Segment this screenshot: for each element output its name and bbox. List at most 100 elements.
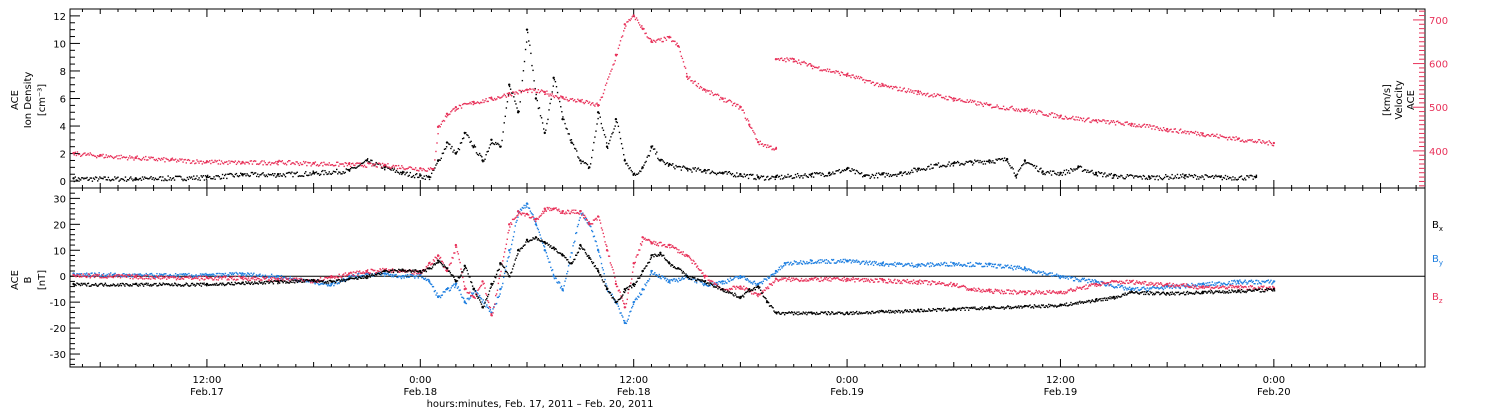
density-dot	[523, 60, 526, 63]
density-dot	[137, 179, 139, 181]
by-dot-point	[463, 300, 466, 304]
density-dot	[1027, 162, 1029, 164]
by-dot	[162, 274, 164, 276]
velocity-dot	[299, 162, 302, 164]
velocity-dot-point	[1094, 119, 1098, 122]
by-dot	[636, 298, 638, 301]
velocity-dot	[659, 39, 661, 41]
velocity-dot	[788, 59, 790, 62]
by-dot	[961, 265, 964, 267]
velocity-dot	[888, 86, 891, 89]
density-dot	[788, 176, 790, 178]
velocity-dot	[401, 165, 403, 167]
density-dot	[966, 161, 968, 163]
by-dot	[973, 265, 975, 267]
velocity-dot	[371, 165, 373, 167]
by-dot	[658, 273, 660, 276]
density-dot	[311, 173, 313, 175]
by-dot	[1019, 267, 1021, 269]
by-dot	[847, 260, 850, 262]
by-dot	[342, 277, 345, 280]
velocity-dot	[1064, 115, 1067, 118]
by-dot	[1041, 274, 1044, 276]
velocity-dot	[1065, 116, 1068, 119]
by-dot	[465, 302, 468, 305]
velocity-dot	[747, 120, 750, 122]
velocity-dot	[901, 90, 903, 92]
velocity-dot	[1193, 132, 1196, 134]
density-dot	[485, 153, 487, 156]
bz-dot	[190, 276, 192, 279]
density-dot	[697, 167, 700, 169]
density-dot	[1122, 177, 1124, 179]
density-dot	[361, 162, 364, 164]
density-dot	[880, 174, 882, 176]
density-dot	[871, 173, 874, 176]
density-dot	[204, 175, 207, 177]
bz-dot	[260, 278, 262, 281]
velocity-dot	[920, 92, 923, 94]
velocity-dot	[282, 162, 285, 164]
by-dot	[1055, 274, 1057, 277]
bz-dot	[227, 278, 229, 280]
density-dot	[799, 176, 801, 179]
velocity-dot-point	[792, 58, 795, 61]
velocity-dot	[1001, 108, 1004, 110]
density-dot	[665, 162, 668, 165]
by-dot	[1264, 280, 1267, 283]
by-dot	[831, 259, 834, 261]
density-dot	[573, 147, 576, 150]
bz-dot	[191, 278, 194, 280]
by-dot	[288, 277, 291, 280]
by-dot	[215, 272, 218, 275]
density-dot	[621, 147, 624, 150]
density-dot	[104, 176, 106, 178]
bz-dot	[389, 270, 391, 272]
by-dot	[791, 263, 794, 265]
bz-dot	[151, 276, 154, 278]
bz-dot	[776, 279, 779, 281]
velocity-dot	[197, 160, 199, 163]
bz-dot	[536, 218, 539, 220]
density-dot	[449, 143, 451, 146]
density-dot	[433, 169, 435, 171]
by-dot	[715, 281, 717, 284]
by-dot	[1064, 277, 1067, 279]
velocity-dot	[1161, 129, 1164, 132]
velocity-dot	[826, 68, 829, 70]
by-dot	[950, 261, 952, 263]
density-dot	[1252, 178, 1254, 180]
velocity-dot	[1247, 139, 1249, 141]
by-dot	[815, 262, 818, 264]
by-dot	[562, 290, 564, 292]
density-dot	[700, 171, 703, 173]
density-dot	[1083, 169, 1086, 171]
bz-dot	[507, 232, 509, 234]
by-dot	[1080, 278, 1083, 281]
velocity-dot	[1140, 126, 1142, 128]
density-dot	[308, 174, 310, 176]
bz-dot	[663, 244, 665, 246]
bz-dot	[237, 278, 239, 281]
bz-dot	[152, 277, 155, 280]
velocity-dot	[480, 101, 482, 104]
velocity-dot	[513, 91, 515, 93]
by-dot	[574, 240, 576, 243]
velocity-dot	[113, 157, 115, 160]
by-dot	[470, 295, 472, 298]
by-dot	[409, 273, 412, 276]
bz-dot	[295, 277, 298, 279]
velocity-dot	[178, 160, 180, 162]
velocity-dot	[73, 154, 75, 156]
velocity-dot	[789, 57, 791, 60]
by-dot	[726, 282, 728, 284]
by-dot	[763, 278, 765, 280]
by-dot	[411, 274, 413, 276]
velocity-dot	[295, 161, 297, 163]
by-dot	[1182, 284, 1184, 286]
bz-dot	[519, 212, 522, 215]
by-dot	[1179, 287, 1182, 290]
velocity-dot	[469, 101, 471, 104]
by-dot	[338, 282, 340, 285]
velocity-dot	[1040, 110, 1042, 113]
